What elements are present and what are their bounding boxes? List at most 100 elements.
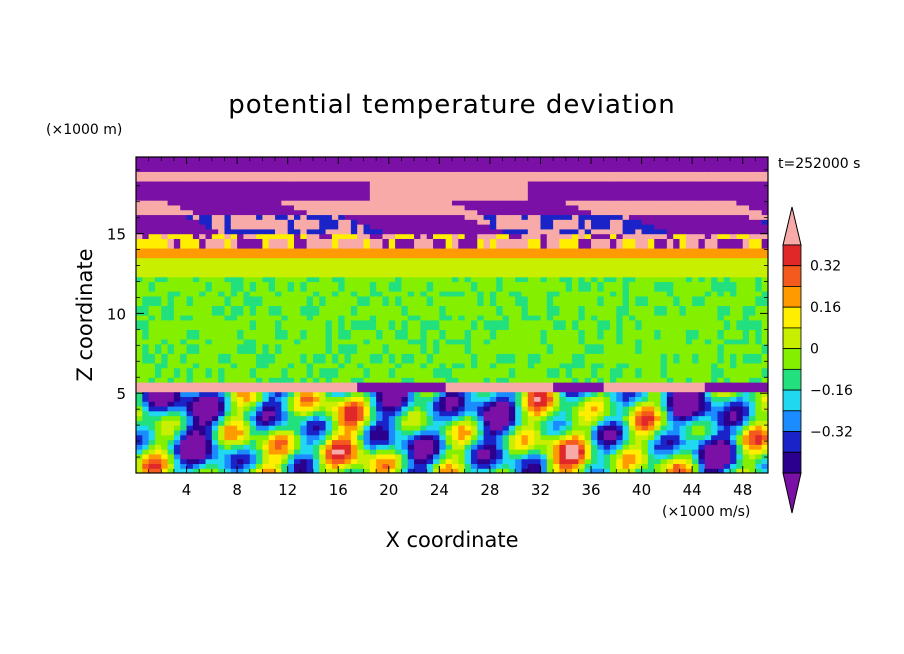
field-cell <box>173 420 181 426</box>
field-cell <box>502 449 510 455</box>
field-cell <box>578 228 586 235</box>
field-cell <box>591 281 598 287</box>
field-cell <box>268 276 276 283</box>
field-cell <box>584 224 592 230</box>
field-cell <box>199 262 207 268</box>
field-cell <box>344 315 352 321</box>
field-cell <box>433 233 440 239</box>
field-cell <box>224 463 232 469</box>
field-cell <box>565 238 573 244</box>
field-cell <box>205 343 213 350</box>
field-cell <box>521 267 529 273</box>
field-cell <box>559 458 567 465</box>
field-cell <box>287 367 295 374</box>
field-cell <box>502 276 510 283</box>
field-cell <box>534 200 542 206</box>
field-cell <box>312 161 320 168</box>
field-cell <box>350 276 358 283</box>
field-cell <box>572 267 579 273</box>
field-cell <box>357 185 365 192</box>
field-cell <box>262 334 270 340</box>
field-cell <box>173 348 181 354</box>
field-cell <box>464 252 472 259</box>
field-cell <box>319 382 327 388</box>
field-cell <box>483 209 491 216</box>
field-cell <box>161 271 169 278</box>
field-cell <box>553 171 561 177</box>
field-cell <box>306 396 314 402</box>
field-cell <box>237 463 245 469</box>
field-cell <box>584 161 592 168</box>
field-cell <box>230 295 238 302</box>
field-cell <box>148 157 156 163</box>
field-cell <box>445 358 453 364</box>
field-cell <box>401 338 409 345</box>
field-cell <box>319 219 327 225</box>
field-cell <box>458 224 466 230</box>
field-cell <box>470 281 478 287</box>
field-cell <box>401 367 409 374</box>
field-cell <box>205 444 213 450</box>
field-cell <box>477 353 485 359</box>
field-cell <box>546 238 554 244</box>
field-cell <box>306 429 314 436</box>
field-cell <box>357 238 365 244</box>
field-cell <box>546 458 554 465</box>
field-cell <box>452 382 459 388</box>
field-cell <box>338 161 346 168</box>
field-cell <box>382 310 390 316</box>
field-cell <box>173 247 181 254</box>
field-cell <box>369 468 377 473</box>
field-cell <box>294 382 301 388</box>
field-cell <box>192 200 200 206</box>
field-cell <box>167 204 175 211</box>
field-cell <box>154 405 162 412</box>
field-cell <box>603 247 611 254</box>
field-cell <box>218 291 226 297</box>
field-cell <box>262 281 270 287</box>
field-cell <box>445 305 453 311</box>
field-cell <box>565 453 573 460</box>
field-cell <box>237 271 245 278</box>
field-cell <box>224 247 232 254</box>
field-cell <box>369 434 377 441</box>
field-cell <box>363 348 371 354</box>
field-cell <box>173 238 181 244</box>
field-cell <box>243 410 251 417</box>
field-cell <box>376 228 384 235</box>
field-cell <box>186 410 194 417</box>
field-cell <box>300 358 308 364</box>
field-cell <box>357 267 365 273</box>
field-cell <box>142 391 150 397</box>
field-cell <box>534 329 542 335</box>
field-cell <box>369 219 377 225</box>
field-cell <box>464 434 472 441</box>
field-cell <box>142 176 150 182</box>
field-cell <box>540 343 548 350</box>
field-cell <box>344 252 352 259</box>
field-cell <box>534 195 542 201</box>
field-cell <box>376 377 384 383</box>
field-cell <box>610 286 617 292</box>
field-cell <box>388 429 396 436</box>
field-cell <box>426 233 434 239</box>
field-cell <box>572 204 579 211</box>
field-cell <box>192 458 200 465</box>
field-cell <box>433 276 440 283</box>
field-cell <box>439 204 447 211</box>
field-cell <box>452 305 459 311</box>
field-cell <box>464 180 472 187</box>
field-cell <box>268 334 276 340</box>
field-cell <box>534 382 542 388</box>
field-cell <box>338 180 346 187</box>
field-cell <box>262 353 270 359</box>
field-cell <box>325 458 333 465</box>
field-cell <box>224 315 232 321</box>
field-cell <box>496 252 504 259</box>
field-cell <box>173 334 181 340</box>
field-cell <box>249 453 257 460</box>
field-cell <box>572 415 579 421</box>
field-cell <box>559 324 567 330</box>
field-cell <box>306 295 314 302</box>
field-cell <box>508 382 516 388</box>
